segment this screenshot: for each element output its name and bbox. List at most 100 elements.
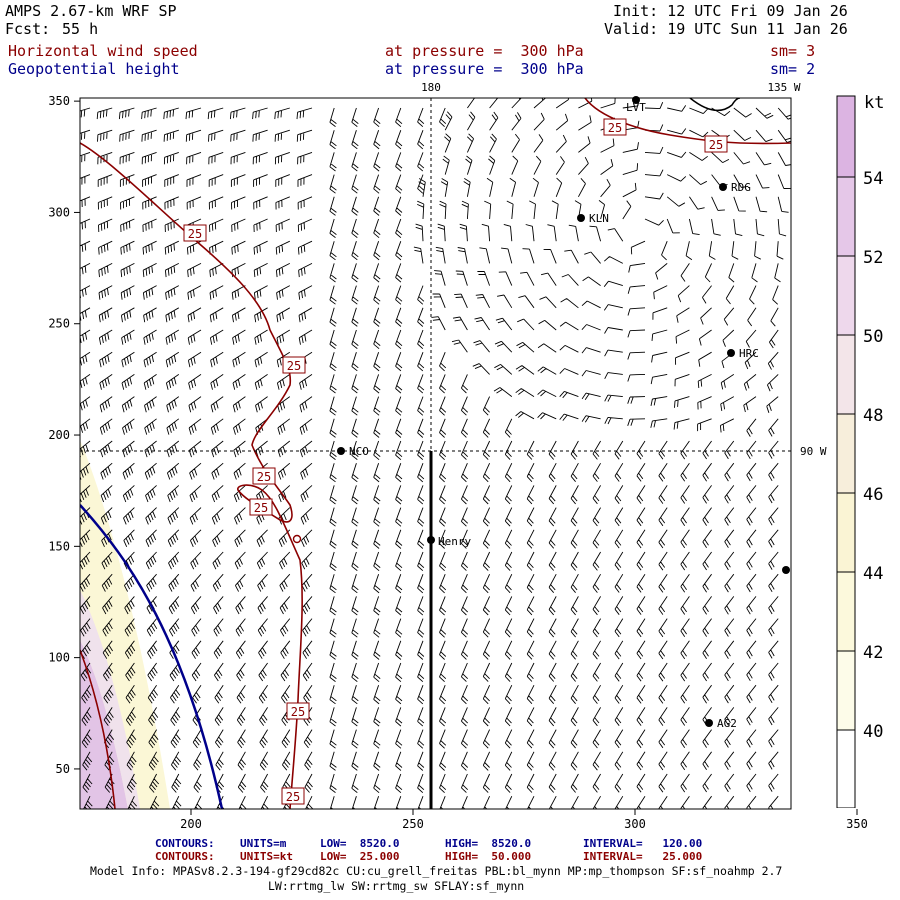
forecast-label: Fcst:: [5, 20, 51, 38]
y-tick-label: 100: [48, 651, 70, 665]
station-kln: KLN: [577, 212, 609, 225]
model-info: Model Info: MPASv8.2.3-194-gf29cd82c CU:…: [90, 864, 783, 878]
wind-contour-north: [584, 98, 791, 145]
colorbar-level: 40: [863, 722, 883, 742]
footer-wind-units: UNITS=kt: [240, 850, 293, 863]
svg-text:25: 25: [608, 121, 622, 135]
contour-label: 25: [282, 356, 306, 374]
wind-shading-core: [80, 640, 128, 809]
wind-barb-field: [80, 98, 791, 809]
colorbar-swatch-54: [837, 96, 855, 177]
footer-wind-label: CONTOURS:: [155, 850, 215, 863]
plot-frame: [79, 97, 792, 810]
contour-label: 25: [704, 135, 728, 153]
station-henry: Henry: [427, 535, 471, 548]
colorbar-swatch-48: [837, 335, 855, 414]
svg-text:25: 25: [709, 138, 723, 152]
y-tick-label: 300: [48, 205, 70, 219]
field2-smoothing: sm= 2: [770, 60, 816, 78]
footer-height-high: HIGH= 8520.0: [445, 837, 532, 850]
wind-barbs: [80, 98, 791, 809]
footer-wind-low: LOW= 25.000: [320, 850, 400, 863]
footer-wind-interval: INTERVAL= 25.000: [583, 850, 703, 863]
colorbar-level: 52: [863, 248, 883, 268]
height-contour: [80, 504, 224, 809]
contour-label: 25: [603, 118, 627, 136]
stations: LVT RDG KLN HRC NCO Henry AG2: [337, 96, 790, 730]
station-ag2: AG2: [705, 717, 737, 730]
svg-text:KLN: KLN: [589, 212, 609, 225]
colorbar-unit: kt: [864, 93, 884, 113]
svg-text:AG2: AG2: [717, 717, 737, 730]
model-title: AMPS 2.67-km WRF SP: [5, 2, 177, 20]
svg-text:HRC: HRC: [739, 347, 759, 360]
coastline: [689, 98, 741, 112]
svg-text:NCO: NCO: [349, 445, 369, 458]
x-axis: 200250300350400450: [180, 809, 868, 830]
station-rdg: RDG: [719, 181, 751, 194]
x-tick-label: 200: [180, 817, 202, 830]
y-tick-label: 350: [48, 94, 70, 108]
colorbar-swatch-50: [837, 256, 855, 335]
colorbar-level: 50: [863, 327, 883, 347]
wind-contour-southwest: [80, 649, 116, 809]
wind-contour-small-loop: [292, 534, 302, 544]
field1-smoothing: sm= 3: [770, 42, 816, 60]
contour-labels: 25 25 25 25 25 25 25 25: [183, 118, 728, 805]
init-time: Init: 12 UTC Fri 09 Jan 26: [613, 2, 848, 20]
station-hrc: HRC: [727, 347, 759, 360]
colorbar-swatch-40: [837, 651, 855, 730]
colorbar-swatch-46: [837, 414, 855, 493]
map-plot: 25 25 25 25 25 25 25 25 LVT RDG KLN HRC …: [48, 81, 868, 830]
station-east-edge: [782, 566, 790, 574]
meridian-135w-label: 135 W: [767, 81, 800, 94]
colorbar-swatch-low: [837, 730, 855, 808]
wind-contour-west: [80, 142, 303, 809]
y-tick-label: 150: [48, 539, 70, 553]
field1-level: at pressure = 300 hPa: [385, 42, 584, 60]
field2-name: Geopotential height: [8, 60, 180, 78]
colorbar-level: 48: [863, 406, 883, 426]
contour-label: 25: [286, 702, 310, 720]
x-tick-label: 250: [402, 817, 424, 830]
y-tick-label: 50: [56, 762, 70, 776]
model-info-2: LW:rrtmg_lw SW:rrtmg_sw SFLAY:sf_mynn: [268, 879, 525, 893]
valid-time: Valid: 19 UTC Sun 11 Jan 26: [604, 20, 848, 38]
footer-height-interval: INTERVAL= 120.00: [583, 837, 703, 850]
meridian-180-label: 180: [421, 81, 441, 94]
svg-text:RDG: RDG: [731, 181, 751, 194]
svg-text:25: 25: [287, 359, 301, 373]
x-tick-label: 350: [846, 817, 868, 830]
forecast-value: 55 h: [62, 20, 99, 38]
colorbar-swatch-42: [837, 572, 855, 651]
footer-height-units: UNITS=m: [240, 837, 287, 850]
svg-text:LVT: LVT: [626, 101, 646, 114]
colorbar-level: 54: [863, 169, 883, 189]
svg-text:Henry: Henry: [438, 535, 471, 548]
y-axis: 350 300 250 200 150 100 50: [48, 94, 80, 776]
svg-text:25: 25: [254, 501, 268, 515]
contour-label: 25: [183, 224, 207, 242]
meridian-90w-label: 90 W: [800, 445, 827, 458]
colorbar: kt 54 52 50 48 46 44 42 40: [836, 93, 884, 808]
y-tick-label: 200: [48, 428, 70, 442]
y-tick-label: 250: [48, 317, 70, 331]
station-nco: NCO: [337, 445, 369, 458]
field1-name: Horizontal wind speed: [8, 42, 198, 60]
svg-text:25: 25: [257, 470, 271, 484]
svg-text:25: 25: [188, 227, 202, 241]
wind-shading-mid: [80, 590, 140, 809]
contour-label: 25: [249, 498, 273, 516]
colorbar-swatch-52: [837, 177, 855, 256]
station-lvt: LVT: [626, 96, 646, 114]
contour-label: 25: [252, 467, 276, 485]
footer-wind-high: HIGH= 50.000: [445, 850, 532, 863]
footer-height-low: LOW= 8520.0: [320, 837, 400, 850]
colorbar-level: 44: [863, 564, 883, 584]
colorbar-swatch-44: [837, 493, 855, 572]
x-tick-label: 300: [624, 817, 646, 830]
colorbar-swatches: [837, 96, 855, 808]
svg-text:25: 25: [291, 705, 305, 719]
field2-level: at pressure = 300 hPa: [385, 60, 584, 78]
colorbar-level: 42: [863, 643, 883, 663]
